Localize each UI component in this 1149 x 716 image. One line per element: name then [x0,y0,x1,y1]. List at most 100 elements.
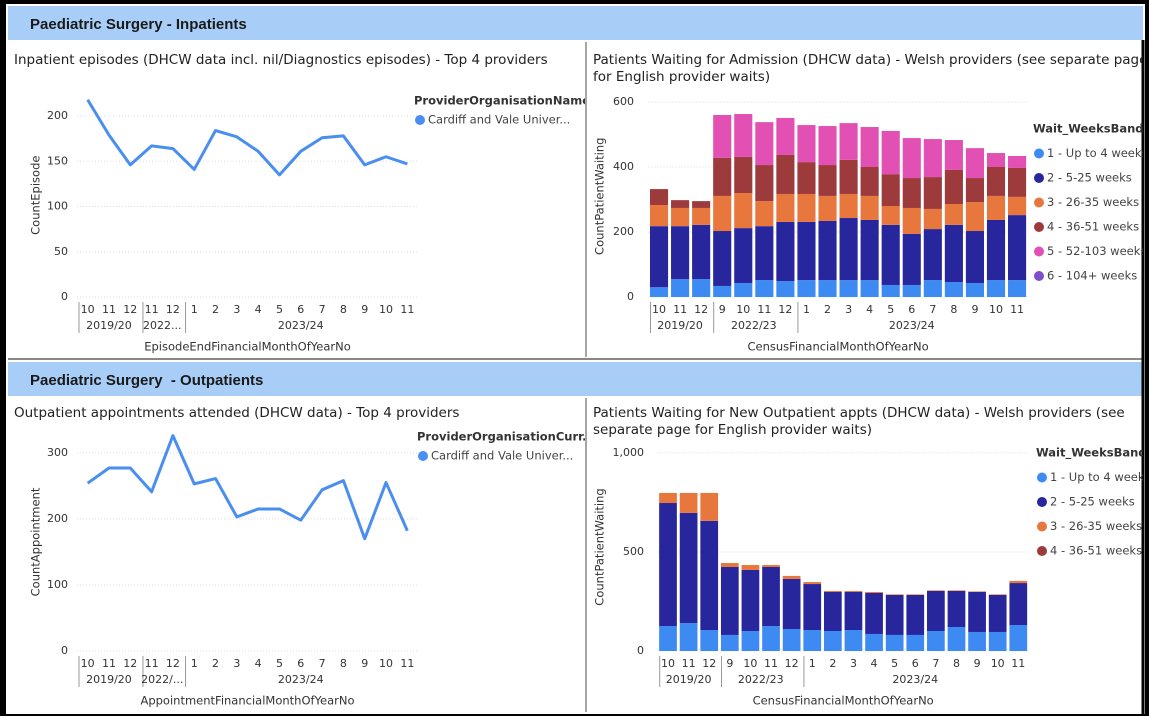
bar-segment [649,189,669,206]
bar-segment [671,207,690,227]
bar-segment [986,195,1006,220]
bar-segment [818,126,837,166]
bar-segment [679,492,698,513]
x-tick-label: 6 [297,657,304,670]
group-label: 2019/20 [657,319,703,332]
x-axis-title: AppointmentFinancialMonthOfYearNo [140,694,354,708]
bar-segment [1008,280,1027,297]
x-tick-label: 8 [953,657,960,670]
bar-segment [968,591,986,592]
bar-segment [755,122,774,166]
legend-label: Cardiff and Vale Univer... [431,449,573,463]
bar-segment [823,591,842,631]
x-tick-label: 3 [233,303,240,316]
chart: Patients Waiting for New Outpatient appt… [593,405,1149,708]
y-tick-label: 600 [613,95,634,108]
bar-segment [906,594,925,595]
bar-segment [986,219,1006,281]
x-tick-label: 10 [989,303,1003,316]
chart-title: Patients Waiting for New Outpatient appt… [593,405,1129,438]
bar-segment [692,224,711,280]
legend-title: Wait_WeeksBand [1036,446,1147,461]
legend-label: 5 - 52-103 weeks [1047,244,1146,258]
x-tick-label: 4 [871,657,878,670]
bar-segment [734,114,753,157]
bar-segment [755,165,774,202]
bar-segment [671,200,690,208]
x-tick-label: 8 [340,303,347,316]
x-tick-label: 11 [400,303,414,316]
bar-segment [818,165,837,196]
y-axis-title: CountAppointment [29,487,43,596]
bar-segment [741,569,760,631]
bar-segment [762,567,780,627]
bar-segment [902,138,921,179]
y-tick-label: 200 [47,512,68,525]
x-tick-label: 5 [891,657,898,670]
bar-segment [692,279,711,297]
bar-segment [734,193,753,229]
x-tick-label: 12 [166,303,180,316]
x-tick-label: 11 [682,657,696,670]
bar-segment [818,280,837,297]
bar-segment [734,228,753,284]
x-tick-label: 3 [850,657,857,670]
x-tick-label: 10 [652,303,666,316]
bar-segment [782,629,801,651]
y-tick-label: 50 [54,245,68,258]
legend-label: 4 - 36-51 weeks [1047,220,1139,234]
bar-segment [860,127,879,167]
x-tick-label: 9 [726,657,733,670]
bar-segment [1009,580,1028,584]
section-band [8,6,1143,40]
y-tick-label: 100 [47,200,68,213]
legend-label: 1 - Up to 4 weeks [1050,470,1149,484]
bar-segment [1008,167,1027,197]
x-tick-label: 12 [778,303,792,316]
x-tick-label: 1 [809,657,816,670]
chart-title: Outpatient appointments attended (DHCW d… [14,405,459,421]
bar-segment [803,584,822,631]
x-tick-label: 12 [123,657,137,670]
x-tick-label: 10 [379,657,393,670]
x-tick-label: 10 [379,303,393,316]
group-label: 2022/23 [738,673,784,686]
x-tick-label: 2 [212,303,219,316]
bar-segment [923,139,942,178]
x-tick-label: 9 [719,303,726,316]
x-tick-label: 11 [673,303,687,316]
x-tick-label: 11 [145,303,159,316]
bar-segment [986,280,1006,297]
x-tick-label: 6 [912,657,919,670]
group-label: 2023/24 [889,319,935,332]
x-axis-title: CensusFinancialMonthOfYearNo [753,694,934,708]
bar-segment [947,590,966,628]
x-tick-label: 8 [340,657,347,670]
bar-segment [776,154,795,194]
x-axis-title: CensusFinancialMonthOfYearNo [747,340,928,354]
bar-segment [988,594,1007,595]
bar-segment [713,157,732,196]
legend-label: 3 - 26-35 weeks [1050,519,1142,533]
x-axis-title: EpisodeEndFinancialMonthOfYearNo [144,340,351,354]
x-tick-label: 1 [191,657,198,670]
bar-segment [713,115,732,158]
bar-segment [720,563,739,568]
bar-segment [700,520,719,631]
legend-swatch [1034,222,1044,232]
bar-segment [944,140,963,170]
bar-segment [713,285,732,297]
bar-segment [844,630,863,651]
bar-segment [885,594,904,595]
x-tick-label: 11 [102,303,116,316]
bar-segment [649,205,669,227]
bar-segment [713,195,732,232]
bar-segment [679,512,698,624]
y-tick-label: 0 [61,290,68,303]
bar-segment [797,280,816,297]
y-axis-title: CountPatientWaiting [593,488,607,605]
x-tick-label: 5 [887,303,894,316]
section-title: Paediatric Surgery - Inpatients [30,16,247,33]
bar-segment [692,201,711,208]
bar-segment [839,218,858,281]
